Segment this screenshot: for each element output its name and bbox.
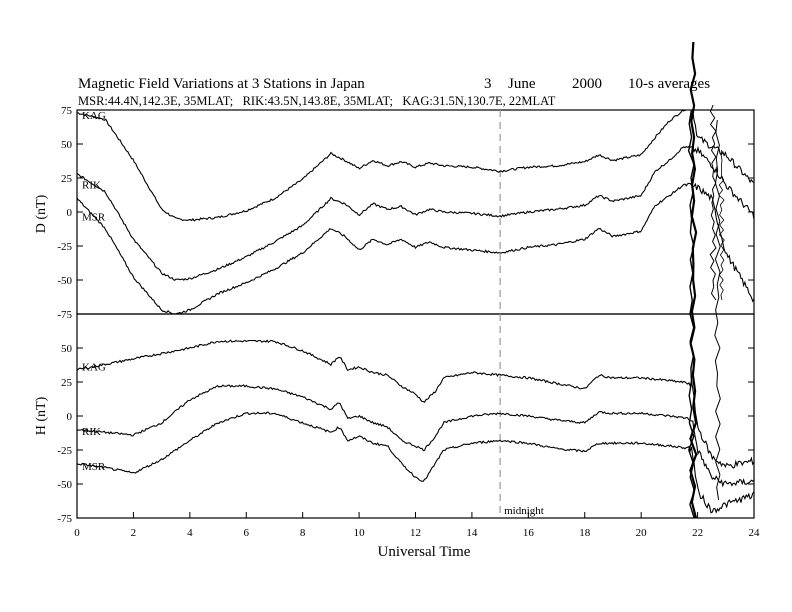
series-label-kag: KAG [82,362,106,374]
panel-d-ylabel: D (nT) [34,194,49,233]
x-tick-label: 0 [74,527,80,539]
y-tick-label: -75 [57,309,72,321]
x-tick-label: 20 [636,527,648,539]
series-label-rik: RIK [82,426,101,438]
storm-spike-layer [687,41,725,519]
series-line-msr-h [76,411,755,514]
x-tick-label: 2 [131,527,137,539]
averaging-note: 10-s averages [628,76,710,92]
series-label-msr: MSR [82,461,106,473]
y-tick-label: -50 [57,275,72,287]
x-tick-label: 8 [300,527,306,539]
panel-h-ylabel: H (nT) [34,396,49,435]
midnight-label: midnight [504,505,544,517]
x-tick-label: 4 [187,527,193,539]
chart-subtitle: MSR:44.4N,142.3E, 35MLAT; RIK:43.5N,143.… [78,94,556,108]
series-line-rik-h [76,384,755,488]
date-year: 2000 [572,76,602,92]
x-tick-label: 16 [523,527,535,539]
date-day: 3 [484,76,492,92]
date-month: June [508,76,536,92]
x-tick-label: 14 [466,527,478,539]
y-tick-label: 50 [61,139,73,151]
y-tick-label: -25 [57,445,72,457]
x-tick-label: 18 [579,527,591,539]
y-tick-label: 0 [67,207,73,219]
series-line-kag-h [76,339,755,469]
x-tick-label: 22 [692,527,703,539]
series-layer [76,109,755,514]
panel-h-frame [76,313,755,519]
series-line-kag-d [76,109,755,222]
series-labels-layer: KAG RIK MSR KAG RIK MSR [82,110,106,473]
x-tick-label: 10 [354,527,366,539]
y-tick-label: 50 [61,343,73,355]
series-label-kag: KAG [82,110,106,122]
storm-spike [714,119,721,501]
y-tick-label: 25 [61,377,73,389]
x-tick-label: 12 [410,527,421,539]
x-tick-label: 6 [244,527,250,539]
x-axis-label: Universal Time [378,544,471,560]
storm-spike [709,104,717,301]
chart-title: Magnetic Field Variations at 3 Stations … [78,76,365,92]
storm-spike [718,149,725,301]
y-tick-label: -50 [57,479,72,491]
y-tick-label: -25 [57,241,72,253]
series-line-msr-d [76,182,755,315]
y-tick-label: 25 [61,173,73,185]
y-tick-label: -75 [57,513,72,525]
y-tick-label: 0 [67,411,73,423]
ticks-layer: 0 2 4 6 8 10 12 14 16 18 20 22 247550250-25-50-75502… [57,105,760,539]
x-tick-label: 24 [749,527,761,539]
storm-spike [689,41,698,519]
series-label-rik: RIK [82,180,101,192]
series-label-msr: MSR [82,211,106,223]
y-tick-label: 75 [61,105,73,117]
series-line-rik-d [76,145,755,281]
storm-spike [687,109,696,519]
